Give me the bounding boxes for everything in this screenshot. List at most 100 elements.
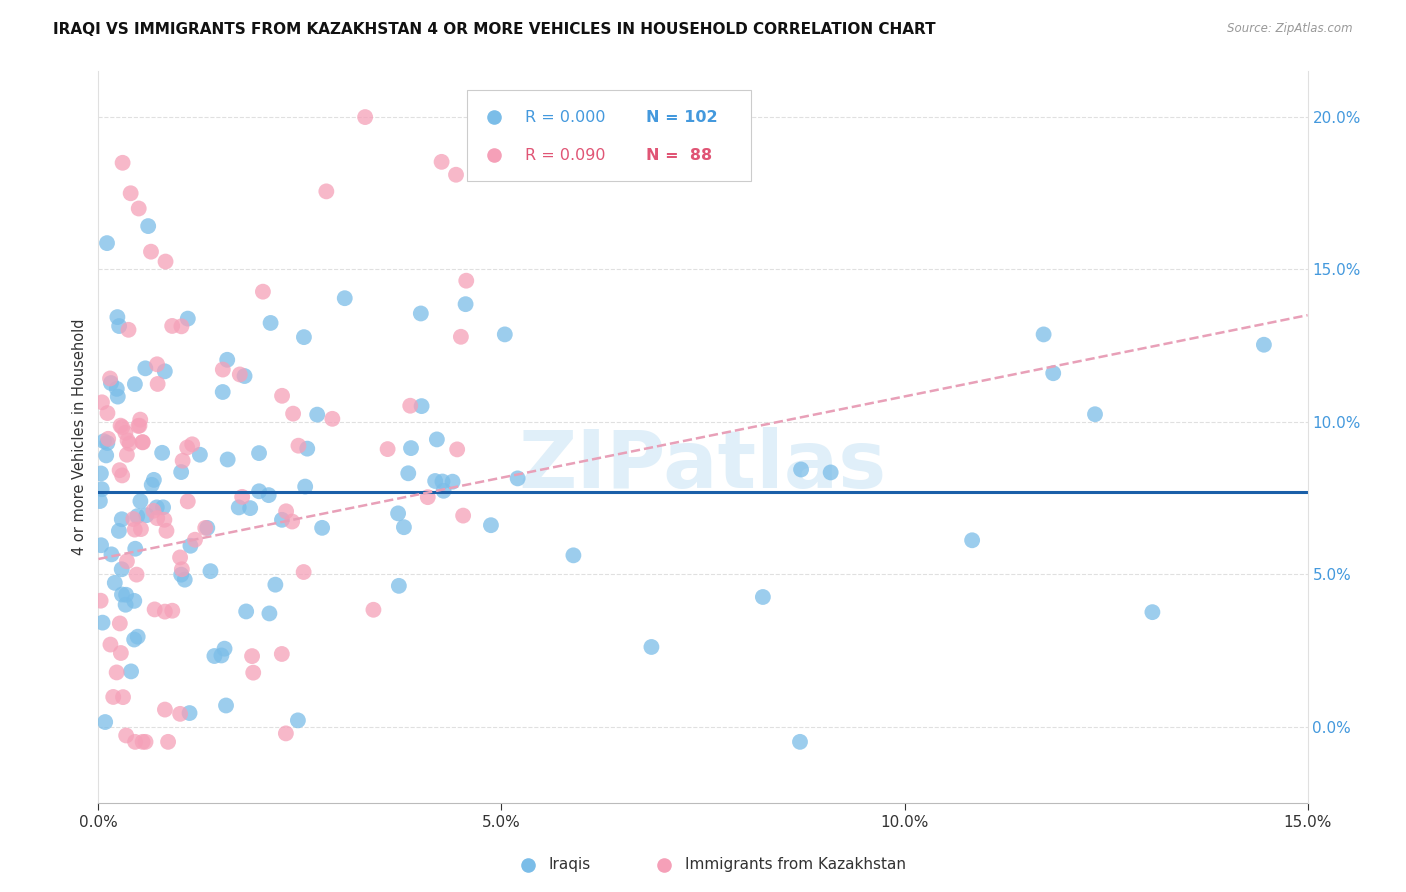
Point xyxy=(108,616,131,631)
Point xyxy=(134,735,156,749)
Text: Iraqis: Iraqis xyxy=(548,857,591,872)
Point xyxy=(131,435,153,450)
Point xyxy=(108,319,131,334)
Point xyxy=(112,690,135,705)
Point xyxy=(124,541,146,556)
Point xyxy=(211,362,233,376)
Point xyxy=(107,390,129,404)
Point xyxy=(430,154,453,169)
Point xyxy=(142,473,165,487)
Point xyxy=(90,538,112,552)
Point xyxy=(100,376,122,390)
Point xyxy=(136,219,159,233)
Point xyxy=(100,547,122,561)
Point xyxy=(195,521,218,535)
Point xyxy=(115,448,138,462)
Point xyxy=(91,395,114,409)
Point xyxy=(409,306,432,320)
Point xyxy=(170,567,193,582)
Point xyxy=(155,254,177,268)
Point xyxy=(96,449,118,463)
Point xyxy=(274,504,297,518)
Point xyxy=(146,500,169,515)
Point xyxy=(271,389,294,403)
Point xyxy=(820,466,842,480)
Point xyxy=(214,641,236,656)
Point xyxy=(94,714,117,729)
Point xyxy=(292,565,315,579)
Point xyxy=(118,436,141,450)
Point xyxy=(117,323,139,337)
Point xyxy=(321,412,343,426)
Point xyxy=(562,549,585,563)
Point xyxy=(479,518,502,533)
Point xyxy=(315,185,337,199)
Point xyxy=(752,590,775,604)
Point xyxy=(281,515,304,529)
Text: Immigrants from Kazakhstan: Immigrants from Kazakhstan xyxy=(685,857,905,872)
Point xyxy=(229,368,252,382)
Point xyxy=(506,471,529,485)
Point xyxy=(153,364,176,378)
Point xyxy=(173,573,195,587)
Point xyxy=(454,297,477,311)
Point xyxy=(90,467,112,481)
Point xyxy=(115,554,138,568)
Point xyxy=(93,434,115,449)
Point xyxy=(169,706,191,721)
Point xyxy=(170,465,193,479)
Point xyxy=(387,507,409,521)
Point xyxy=(124,377,146,392)
Point xyxy=(231,490,253,504)
Point xyxy=(416,490,439,504)
Point xyxy=(169,550,191,565)
Point xyxy=(115,588,138,602)
Point xyxy=(124,735,146,749)
Point xyxy=(209,648,232,663)
Point xyxy=(124,523,146,537)
Point xyxy=(122,632,145,647)
Point xyxy=(399,441,422,455)
Point xyxy=(131,735,153,749)
Point xyxy=(111,155,134,169)
Point xyxy=(127,630,149,644)
Text: R = 0.090: R = 0.090 xyxy=(526,148,606,163)
Point xyxy=(1253,337,1275,351)
Point xyxy=(270,647,292,661)
Point xyxy=(294,479,316,493)
Point xyxy=(441,475,464,489)
Point xyxy=(177,494,200,508)
Point xyxy=(432,475,454,489)
Point xyxy=(146,511,169,525)
Point xyxy=(399,399,422,413)
Point xyxy=(111,587,134,601)
Point xyxy=(446,442,468,457)
Point xyxy=(297,442,319,456)
Point xyxy=(354,110,377,124)
Point xyxy=(217,352,239,367)
Point xyxy=(239,501,262,516)
Point xyxy=(179,706,201,720)
Point xyxy=(142,504,165,518)
Point xyxy=(134,361,156,376)
Point xyxy=(111,420,134,434)
Point xyxy=(287,439,309,453)
Point xyxy=(188,448,211,462)
Point xyxy=(141,478,163,492)
Point xyxy=(494,327,516,342)
Point xyxy=(233,369,256,384)
Point xyxy=(790,462,813,476)
Point xyxy=(287,714,309,728)
Point xyxy=(411,399,433,413)
Point xyxy=(127,509,149,524)
Point xyxy=(242,665,264,680)
Point xyxy=(160,318,183,333)
Point xyxy=(89,494,111,508)
Point xyxy=(120,186,142,201)
Point xyxy=(211,384,233,399)
Point xyxy=(333,291,356,305)
Point xyxy=(98,371,121,385)
Point xyxy=(104,575,127,590)
Point xyxy=(177,311,200,326)
Point xyxy=(97,432,120,446)
